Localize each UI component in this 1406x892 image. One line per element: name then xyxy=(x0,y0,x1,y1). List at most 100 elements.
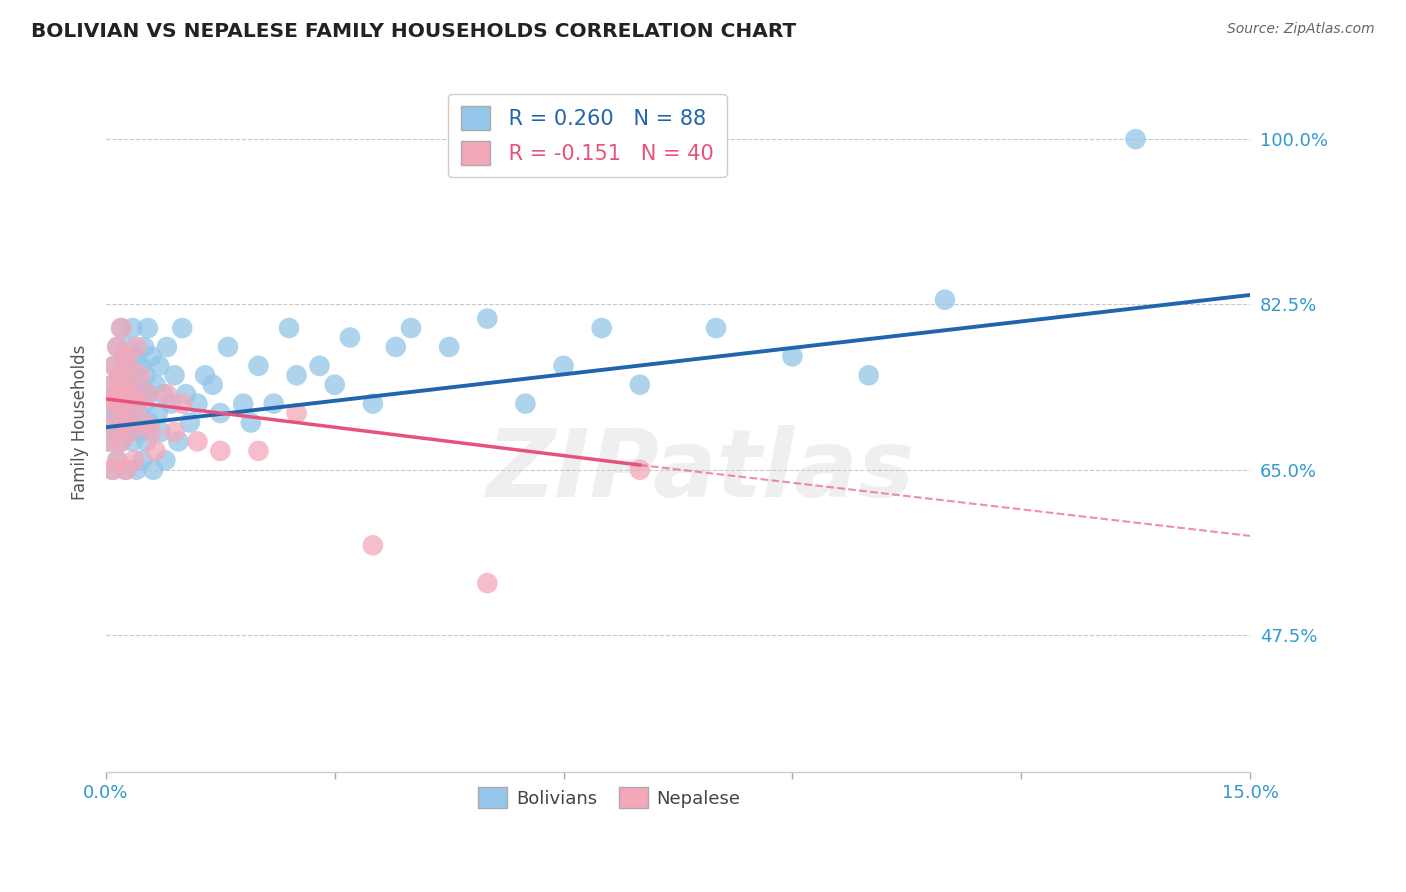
Point xyxy=(135,368,157,383)
Point xyxy=(384,340,406,354)
Point xyxy=(132,340,155,354)
Point xyxy=(132,416,155,430)
Point xyxy=(114,350,136,364)
Point xyxy=(105,340,128,354)
Point xyxy=(115,463,138,477)
Point xyxy=(163,368,186,383)
Point xyxy=(103,377,125,392)
Point xyxy=(103,359,125,373)
Point xyxy=(112,350,135,364)
Point xyxy=(110,434,132,449)
Point xyxy=(149,425,172,439)
Point xyxy=(121,321,143,335)
Legend: Bolivians, Nepalese: Bolivians, Nepalese xyxy=(471,780,748,815)
Point xyxy=(115,406,138,420)
Point xyxy=(114,463,136,477)
Point xyxy=(112,416,135,430)
Point xyxy=(515,397,537,411)
Point xyxy=(104,406,127,420)
Point xyxy=(172,397,194,411)
Point xyxy=(174,387,197,401)
Point xyxy=(127,397,149,411)
Point xyxy=(110,434,132,449)
Point xyxy=(105,387,128,401)
Point xyxy=(553,359,575,373)
Point xyxy=(103,416,125,430)
Point xyxy=(125,463,148,477)
Point xyxy=(194,368,217,383)
Point xyxy=(108,368,131,383)
Point xyxy=(136,387,159,401)
Point xyxy=(122,387,145,401)
Point xyxy=(136,321,159,335)
Point xyxy=(1125,132,1147,146)
Point xyxy=(437,340,460,354)
Point xyxy=(108,397,131,411)
Point xyxy=(247,359,270,373)
Point xyxy=(146,406,169,420)
Point xyxy=(118,425,141,439)
Point xyxy=(142,463,165,477)
Point xyxy=(105,453,128,467)
Point xyxy=(209,443,232,458)
Point xyxy=(98,434,121,449)
Point xyxy=(104,416,127,430)
Point xyxy=(247,443,270,458)
Point xyxy=(156,340,179,354)
Point xyxy=(120,425,142,439)
Point xyxy=(104,387,127,401)
Point xyxy=(217,340,239,354)
Point xyxy=(399,321,422,335)
Point xyxy=(145,377,167,392)
Point xyxy=(117,359,139,373)
Point xyxy=(628,463,651,477)
Point xyxy=(121,387,143,401)
Point xyxy=(100,397,122,411)
Point xyxy=(111,387,134,401)
Text: BOLIVIAN VS NEPALESE FAMILY HOUSEHOLDS CORRELATION CHART: BOLIVIAN VS NEPALESE FAMILY HOUSEHOLDS C… xyxy=(31,22,796,41)
Point xyxy=(104,425,127,439)
Point xyxy=(124,416,146,430)
Point xyxy=(122,453,145,467)
Point xyxy=(100,397,122,411)
Point xyxy=(163,425,186,439)
Point xyxy=(138,416,160,430)
Point xyxy=(477,311,499,326)
Point xyxy=(136,387,159,401)
Point xyxy=(858,368,880,383)
Point xyxy=(125,340,148,354)
Point xyxy=(308,359,330,373)
Point xyxy=(186,434,208,449)
Point xyxy=(477,576,499,591)
Point xyxy=(232,397,254,411)
Point xyxy=(141,425,163,439)
Point xyxy=(105,340,128,354)
Point xyxy=(110,321,132,335)
Point xyxy=(148,359,170,373)
Point xyxy=(361,397,384,411)
Point xyxy=(101,377,124,392)
Point xyxy=(628,377,651,392)
Point xyxy=(201,377,224,392)
Point xyxy=(120,368,142,383)
Y-axis label: Family Households: Family Households xyxy=(72,345,89,500)
Point xyxy=(125,350,148,364)
Point xyxy=(111,387,134,401)
Point xyxy=(121,434,143,449)
Point xyxy=(145,443,167,458)
Point xyxy=(120,397,142,411)
Point xyxy=(285,406,308,420)
Point xyxy=(155,453,177,467)
Point xyxy=(782,350,804,364)
Point xyxy=(152,387,174,401)
Point xyxy=(104,359,127,373)
Point xyxy=(361,538,384,552)
Point xyxy=(98,434,121,449)
Point xyxy=(108,368,131,383)
Point xyxy=(131,453,153,467)
Point xyxy=(591,321,613,335)
Point xyxy=(118,359,141,373)
Point xyxy=(278,321,301,335)
Point xyxy=(118,406,141,420)
Point xyxy=(108,397,131,411)
